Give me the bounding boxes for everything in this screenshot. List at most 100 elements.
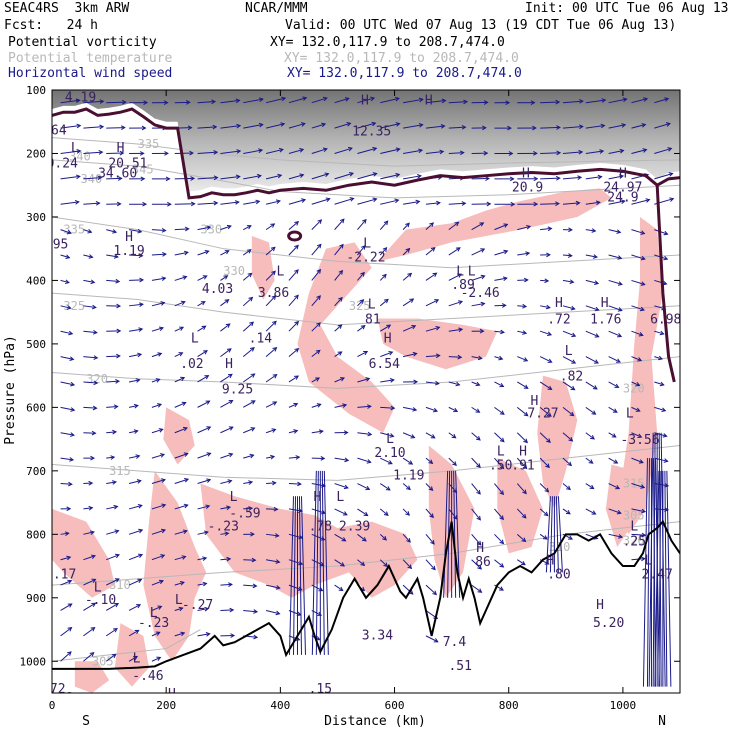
wind-shaft-241 (631, 305, 645, 311)
wind-head-473 (382, 535, 387, 541)
wind-head-371 (523, 438, 528, 444)
wind-shaft-487 (128, 554, 143, 561)
wind-shaft-482 (608, 533, 623, 538)
wind-vector-246 (128, 327, 144, 332)
wind-vector-419 (379, 483, 391, 491)
wind-shaft-292 (562, 356, 576, 364)
wind-shaft-374 (585, 432, 595, 440)
vertical-wind-1-4 (323, 470, 329, 655)
wind-head-529 (178, 606, 184, 612)
wind-vector-150 (402, 222, 410, 230)
wind-shaft-356 (174, 427, 188, 434)
wind-vector-271 (83, 355, 99, 360)
wind-head-63 (278, 147, 284, 153)
wind-head-212 (594, 280, 600, 286)
annotation-81: .51 (448, 659, 471, 674)
wind-shaft-7 (220, 99, 240, 104)
wind-head-472 (361, 536, 367, 542)
wind-head-46 (507, 125, 512, 131)
wind-head-265 (571, 332, 577, 338)
wind-head-249 (201, 325, 207, 330)
wind-vector-513 (220, 582, 233, 587)
wind-vector-374 (585, 432, 595, 440)
wind-vector-255 (334, 324, 343, 332)
wind-head-69 (418, 148, 424, 154)
wind-head-457 (641, 508, 647, 514)
wind-head-300 (135, 378, 141, 383)
wind-head-5 (185, 100, 191, 105)
wind-shaft-125 (448, 202, 466, 205)
wind-head-376 (637, 433, 643, 438)
wind-shaft-77 (585, 150, 604, 154)
wind-shaft-509 (128, 579, 142, 586)
annotation-6: H (117, 141, 125, 156)
wind-shaft-335 (311, 403, 321, 408)
wind-head-101 (533, 176, 539, 182)
theta-label-4: 335 (63, 223, 85, 237)
wind-shaft-282 (334, 351, 342, 358)
wind-head-548 (433, 638, 439, 643)
wind-shaft-474 (402, 533, 411, 543)
annotation-55: H (314, 490, 322, 505)
wind-shaft-332 (243, 400, 256, 408)
wind-vector-108 (60, 199, 80, 205)
wind-shaft-398 (516, 457, 528, 469)
vertical-wind-1-3 (321, 470, 325, 655)
wind-head-487 (138, 553, 144, 559)
wind-head-475 (430, 539, 435, 545)
wind-vector-211 (562, 279, 575, 284)
wind-vector-144 (265, 223, 276, 231)
wind-vector-281 (311, 349, 321, 357)
wind-shaft-52 (631, 124, 646, 129)
wind-vector-473 (379, 533, 387, 541)
wind-vector-198 (265, 270, 276, 281)
theta-label-17: 320 (623, 534, 645, 548)
wind-head-204 (407, 272, 413, 278)
wind-shaft-479 (539, 533, 548, 540)
wind-head-88 (235, 174, 241, 180)
wind-head-282 (337, 351, 343, 356)
wind-shaft-140 (174, 228, 189, 231)
wind-head-537 (67, 627, 73, 632)
wind-head-132 (620, 199, 626, 204)
wind-shaft-497 (357, 559, 365, 566)
wind-head-225 (271, 295, 277, 300)
wind-shaft-246 (128, 328, 143, 332)
wind-shaft-191 (106, 279, 120, 282)
wind-shaft-179 (448, 247, 461, 256)
wind-shaft-284 (380, 351, 393, 358)
wind-vector-184 (562, 253, 573, 258)
wind-head-30 (141, 125, 147, 131)
wind-shaft-364 (357, 432, 372, 435)
wind-vector-329 (174, 401, 187, 408)
wind-shaft-513 (220, 583, 232, 586)
wind-vector-7 (220, 98, 241, 104)
wind-head-395 (452, 461, 457, 466)
wind-head-409 (160, 478, 166, 483)
wind-shaft-460 (83, 531, 95, 535)
wind-vector-355 (151, 428, 164, 434)
wind-shaft-135 (60, 229, 72, 234)
wind-head-65 (322, 147, 328, 153)
theta-label-16: 310 (549, 540, 571, 554)
wind-vector-497 (357, 559, 366, 567)
wind-vector-366 (402, 432, 416, 439)
wind-shaft-192 (129, 279, 144, 281)
wind-shaft-305 (242, 373, 255, 383)
wind-shaft-249 (197, 325, 206, 332)
wind-vector-265 (562, 330, 577, 338)
wind-head-523 (499, 586, 504, 591)
wind-head-221 (180, 300, 186, 306)
wind-shaft-488 (151, 554, 165, 561)
wind-vector-158 (585, 228, 597, 233)
wind-head-368 (451, 433, 457, 439)
wind-vector-165 (129, 253, 144, 258)
wind-vector-167 (174, 250, 189, 256)
wind-head-210 (544, 278, 550, 284)
wind-head-155 (526, 224, 532, 230)
wind-vector-73 (494, 151, 514, 156)
wind-shaft-530 (197, 608, 209, 611)
wind-shaft-434 (106, 505, 118, 510)
wind-vector-244 (83, 329, 98, 335)
wind-vector-139 (151, 227, 167, 233)
